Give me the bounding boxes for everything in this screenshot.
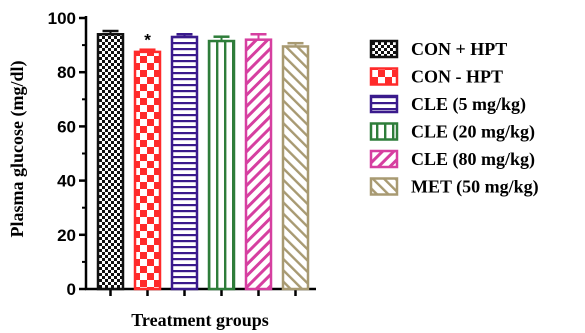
y-axis-title: Plasma glucose (mg/dl) [7,61,28,238]
bars-group: * [96,29,310,291]
legend-swatch [369,94,399,114]
x-axis-title: Treatment groups [131,310,269,330]
legend-label: MET (50 mg/kg) [411,177,539,198]
legend-swatch [369,149,399,169]
legend-label: CON - HPT [411,67,503,87]
bar [96,33,125,291]
bar [170,35,199,291]
bar [281,45,310,291]
bar [207,39,236,291]
y-tick-label: 0 [67,280,76,299]
legend-swatch [369,177,399,196]
significance-annotation: * [144,31,151,50]
legend-label: CON + HPT [411,39,507,59]
legend-label: CLE (20 mg/kg) [411,122,535,143]
bar [133,50,162,291]
legend: CON + HPT CON - HPT CLE (5 mg/kg) CLE (20 m… [369,39,539,198]
legend-swatch [369,67,399,86]
y-tick-label: 60 [57,117,76,136]
y-tick-label: 80 [57,63,76,82]
legend-label: CLE (5 mg/kg) [411,94,526,115]
y-tick-label: 40 [57,172,76,191]
y-axis: 0 20 40 60 80 100 [48,9,88,299]
bar [244,38,273,291]
legend-swatch [369,39,399,59]
y-tick-label: 20 [57,226,76,245]
legend-label: CLE (80 mg/kg) [411,149,535,170]
legend-swatch [369,122,399,141]
y-tick-label: 100 [48,9,76,28]
